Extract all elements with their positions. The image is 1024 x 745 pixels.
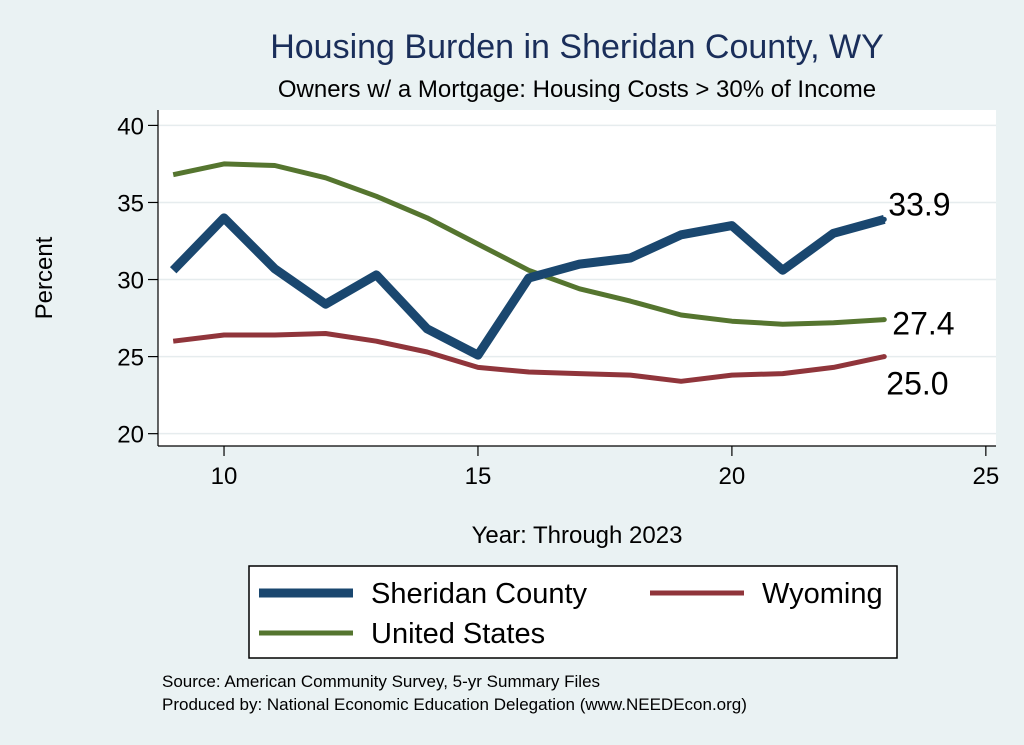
- series-line-sheridan-county: [169, 213, 886, 360]
- end-marker-sheridan-county: [881, 216, 887, 222]
- chart-subtitle: Owners w/ a Mortgage: Housing Costs > 30…: [278, 76, 876, 103]
- y-tick-label-35: 35: [117, 190, 144, 217]
- legend-label-wyoming: Wyoming: [762, 578, 883, 610]
- series-line-united-states: [172, 161, 885, 327]
- x-tick-label-20: 20: [719, 463, 746, 490]
- end-marker-wyoming: [881, 354, 887, 360]
- producer-note: Produced by: National Economic Education…: [162, 695, 747, 714]
- end-label-united-states: 27.4: [892, 306, 954, 342]
- y-tick-label-25: 25: [117, 345, 144, 372]
- plot-area: [158, 110, 996, 446]
- legend-label-united-states: United States: [371, 618, 545, 650]
- legend: Sheridan County Wyoming United States: [248, 565, 898, 659]
- x-tick-label-10: 10: [211, 463, 238, 490]
- y-tick-label-20: 20: [117, 422, 144, 449]
- x-axis-label: Year: Through 2023: [472, 522, 683, 549]
- end-label-wyoming: 25.0: [886, 366, 948, 402]
- series-lines: [169, 161, 886, 384]
- legend-box: [248, 565, 898, 659]
- x-tick-label-15: 15: [465, 463, 492, 490]
- y-tick-label-30: 30: [117, 268, 144, 295]
- end-labels: 33.9 25.0 27.4: [881, 186, 955, 402]
- end-marker-united-states: [881, 317, 887, 323]
- end-label-sheridan-county: 33.9: [888, 186, 950, 222]
- legend-label-sheridan-county: Sheridan County: [371, 578, 588, 610]
- source-note: Source: American Community Survey, 5-yr …: [162, 672, 600, 691]
- series-line-wyoming: [172, 331, 885, 384]
- axes: 20 25 30 35 40 10 15 20 25: [117, 110, 999, 490]
- chart-title: Housing Burden in Sheridan County, WY: [270, 28, 884, 66]
- y-tick-label-40: 40: [117, 113, 144, 140]
- x-tick-label-25: 25: [972, 463, 999, 490]
- y-axis-label: Percent: [31, 236, 58, 319]
